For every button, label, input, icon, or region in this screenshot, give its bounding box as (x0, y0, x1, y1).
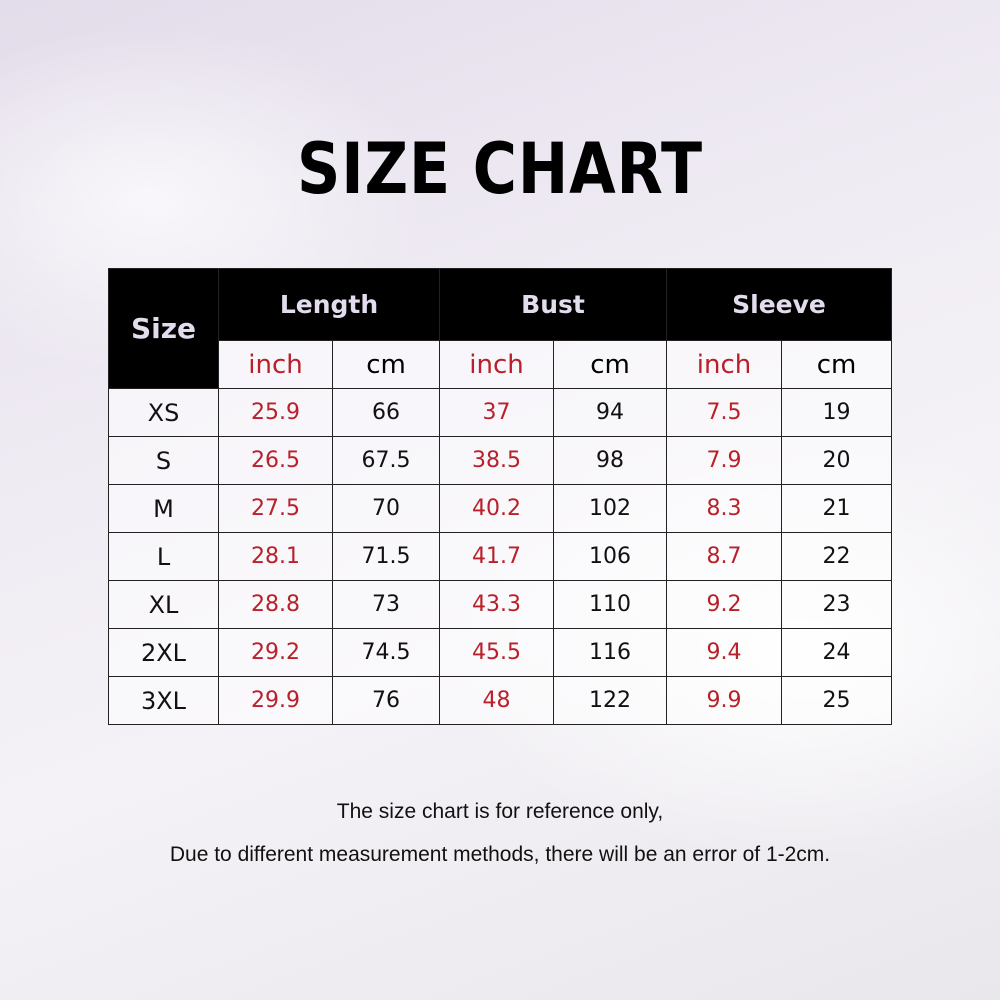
inch-cell: 25.9 (218, 388, 333, 437)
cm-cell: 116 (553, 628, 667, 677)
unit-inch: inch (666, 340, 782, 389)
sleeve-header: Sleeve (666, 268, 892, 341)
length-header: Length (218, 268, 440, 341)
unit-row: inch cm inch cm inch cm (109, 340, 892, 389)
note-line-1: The size chart is for reference only, (336, 800, 664, 823)
inch-cell: 9.4 (666, 628, 782, 677)
inch-cell: 43.3 (439, 580, 554, 629)
cm-cell: 73 (332, 580, 440, 629)
inch-cell: 37 (439, 388, 554, 437)
unit-cm: cm (781, 340, 892, 389)
cm-cell: 94 (553, 388, 667, 437)
page-title: SIZE CHART (297, 128, 703, 210)
table-row: L 28.1 71.5 41.7 106 8.7 22 (108, 532, 892, 581)
unit-cm: cm (332, 340, 440, 389)
cm-cell: 110 (553, 580, 667, 629)
size-header: Size (108, 268, 219, 389)
inch-cell: 9.2 (666, 580, 782, 629)
table-row: 2XL 29.2 74.5 45.5 116 9.4 24 (108, 628, 892, 677)
cm-cell: 106 (553, 532, 667, 581)
size-cell: XS (108, 388, 219, 437)
cm-cell: 22 (781, 532, 892, 581)
unit-inch: inch (439, 340, 554, 389)
inch-cell: 29.9 (218, 676, 333, 725)
table-row: S 26.5 67.5 38.5 98 7.9 20 (108, 436, 892, 485)
cm-cell: 122 (553, 676, 667, 725)
table-row: M 27.5 70 40.2 102 8.3 21 (108, 484, 892, 533)
inch-cell: 7.5 (666, 388, 782, 437)
table-row: XL 28.8 73 43.3 110 9.2 23 (108, 580, 892, 629)
cm-cell: 66 (332, 388, 440, 437)
inch-cell: 29.2 (218, 628, 333, 677)
inch-cell: 7.9 (666, 436, 782, 485)
cm-cell: 25 (781, 676, 892, 725)
inch-cell: 40.2 (439, 484, 554, 533)
inch-cell: 8.7 (666, 532, 782, 581)
size-cell: 3XL (108, 676, 219, 725)
cm-cell: 76 (332, 676, 440, 725)
inch-cell: 28.8 (218, 580, 333, 629)
cm-cell: 71.5 (332, 532, 440, 581)
inch-cell: 26.5 (218, 436, 333, 485)
inch-cell: 8.3 (666, 484, 782, 533)
inch-cell: 27.5 (218, 484, 333, 533)
cm-cell: 24 (781, 628, 892, 677)
inch-cell: 45.5 (439, 628, 554, 677)
cm-cell: 23 (781, 580, 892, 629)
inch-cell: 9.9 (666, 676, 782, 725)
size-table: Size Length Bust Sleeve inch cm inch cm … (108, 268, 892, 725)
cm-cell: 74.5 (332, 628, 440, 677)
inch-cell: 48 (439, 676, 554, 725)
inch-cell: 28.1 (218, 532, 333, 581)
unit-cm: cm (553, 340, 667, 389)
cm-cell: 67.5 (332, 436, 440, 485)
table-row: XS 25.9 66 37 94 7.5 19 (108, 388, 892, 437)
header-row: Size Length Bust Sleeve (108, 268, 892, 389)
cm-cell: 98 (553, 436, 667, 485)
cm-cell: 21 (781, 484, 892, 533)
size-cell: S (108, 436, 219, 485)
note-line-2: Due to different measurement methods, th… (169, 843, 831, 866)
table-row: 3XL 29.9 76 48 122 9.9 25 (108, 676, 892, 725)
cm-cell: 102 (553, 484, 667, 533)
size-cell: XL (108, 580, 219, 629)
size-cell: L (108, 532, 219, 581)
size-cell: 2XL (108, 628, 219, 677)
cm-cell: 70 (332, 484, 440, 533)
size-cell: M (108, 484, 219, 533)
cm-cell: 19 (781, 388, 892, 437)
bust-header: Bust (439, 268, 667, 341)
cm-cell: 20 (781, 436, 892, 485)
inch-cell: 38.5 (439, 436, 554, 485)
unit-inch: inch (218, 340, 333, 389)
inch-cell: 41.7 (439, 532, 554, 581)
